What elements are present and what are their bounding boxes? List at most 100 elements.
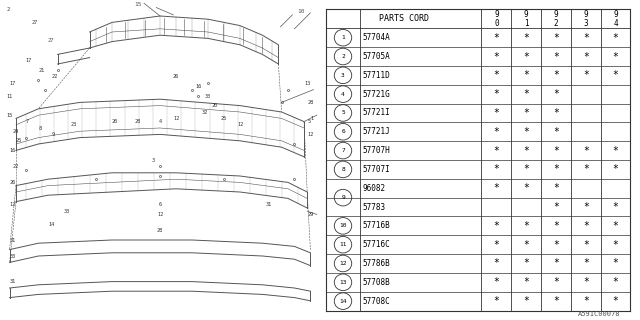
Text: 1: 1 — [341, 35, 345, 40]
Text: 57721G: 57721G — [363, 90, 390, 99]
Text: *: * — [523, 240, 529, 250]
Text: *: * — [612, 146, 618, 156]
Text: PARTS CORD: PARTS CORD — [379, 14, 429, 23]
Text: 9
2: 9 2 — [554, 10, 558, 28]
Text: *: * — [583, 52, 589, 61]
Text: 4: 4 — [341, 92, 345, 97]
Text: 9
1: 9 1 — [524, 10, 529, 28]
Text: 13: 13 — [304, 81, 310, 86]
Text: *: * — [493, 240, 499, 250]
Text: 15: 15 — [6, 113, 13, 118]
Text: *: * — [493, 296, 499, 306]
Text: *: * — [493, 259, 499, 268]
Text: *: * — [583, 259, 589, 268]
Text: 28: 28 — [134, 119, 141, 124]
Text: 12: 12 — [237, 122, 243, 127]
Text: 31: 31 — [10, 279, 16, 284]
Text: *: * — [612, 33, 618, 43]
Text: 1: 1 — [310, 116, 314, 121]
Text: *: * — [583, 221, 589, 231]
Text: *: * — [493, 127, 499, 137]
Text: 27: 27 — [48, 37, 54, 43]
Text: 4: 4 — [159, 119, 161, 124]
Text: 57783: 57783 — [363, 203, 386, 212]
Text: 8: 8 — [341, 167, 345, 172]
Text: 6: 6 — [341, 129, 345, 134]
Text: *: * — [612, 221, 618, 231]
Text: 20: 20 — [211, 103, 218, 108]
Text: *: * — [612, 202, 618, 212]
Text: 24: 24 — [13, 129, 19, 134]
Text: *: * — [523, 33, 529, 43]
Text: 12: 12 — [173, 116, 179, 121]
Text: *: * — [553, 164, 559, 174]
Text: *: * — [553, 108, 559, 118]
Text: 5: 5 — [307, 119, 310, 124]
Text: *: * — [493, 70, 499, 80]
Text: 21: 21 — [38, 68, 45, 73]
Text: 17: 17 — [26, 58, 32, 63]
Text: 2: 2 — [6, 7, 10, 12]
Text: 11: 11 — [339, 242, 347, 247]
Text: 13: 13 — [339, 280, 347, 285]
Text: *: * — [583, 70, 589, 80]
Text: *: * — [583, 277, 589, 287]
Text: 16: 16 — [10, 148, 16, 153]
Text: *: * — [523, 164, 529, 174]
Text: 16: 16 — [195, 84, 202, 89]
Text: 23: 23 — [70, 122, 77, 127]
Text: *: * — [523, 127, 529, 137]
Text: *: * — [493, 221, 499, 231]
Text: *: * — [583, 202, 589, 212]
Text: 27: 27 — [32, 20, 38, 25]
Text: *: * — [523, 296, 529, 306]
Text: *: * — [612, 240, 618, 250]
Text: *: * — [553, 277, 559, 287]
Text: 12: 12 — [307, 132, 314, 137]
Text: 9
0: 9 0 — [494, 10, 499, 28]
Text: 2: 2 — [341, 54, 345, 59]
Text: 15: 15 — [134, 2, 141, 7]
Text: *: * — [612, 296, 618, 306]
Text: *: * — [612, 164, 618, 174]
Text: *: * — [553, 240, 559, 250]
Text: 10: 10 — [339, 223, 347, 228]
Text: 57704A: 57704A — [363, 33, 390, 42]
Text: 57705A: 57705A — [363, 52, 390, 61]
Text: *: * — [523, 70, 529, 80]
Text: *: * — [583, 240, 589, 250]
Text: *: * — [523, 89, 529, 99]
Text: *: * — [553, 221, 559, 231]
Text: 31: 31 — [266, 202, 272, 207]
Text: *: * — [523, 221, 529, 231]
Text: 17: 17 — [10, 81, 16, 86]
Text: *: * — [583, 33, 589, 43]
Text: *: * — [612, 52, 618, 61]
Text: *: * — [523, 146, 529, 156]
Text: 10: 10 — [298, 9, 305, 14]
Text: 57707I: 57707I — [363, 165, 390, 174]
Text: 32: 32 — [202, 109, 208, 115]
Text: 57708B: 57708B — [363, 278, 390, 287]
Text: 57716B: 57716B — [363, 221, 390, 230]
Text: *: * — [493, 89, 499, 99]
Text: 57721J: 57721J — [363, 127, 390, 136]
Text: 31: 31 — [10, 237, 16, 243]
Text: *: * — [553, 259, 559, 268]
Text: 57716C: 57716C — [363, 240, 390, 249]
Text: *: * — [493, 277, 499, 287]
Text: 57786B: 57786B — [363, 259, 390, 268]
Text: 96082: 96082 — [363, 184, 386, 193]
Text: *: * — [553, 127, 559, 137]
Text: 9: 9 — [341, 195, 345, 200]
Text: 7: 7 — [341, 148, 345, 153]
Text: *: * — [553, 296, 559, 306]
Text: *: * — [523, 52, 529, 61]
Text: *: * — [612, 259, 618, 268]
Text: 12: 12 — [339, 261, 347, 266]
Text: 22: 22 — [13, 164, 19, 169]
Text: *: * — [493, 146, 499, 156]
Text: 57708C: 57708C — [363, 297, 390, 306]
Text: 26: 26 — [173, 74, 179, 79]
Text: *: * — [493, 52, 499, 61]
